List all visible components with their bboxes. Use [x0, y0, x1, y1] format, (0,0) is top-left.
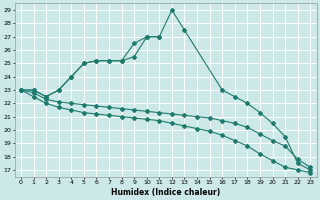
X-axis label: Humidex (Indice chaleur): Humidex (Indice chaleur) — [111, 188, 220, 197]
